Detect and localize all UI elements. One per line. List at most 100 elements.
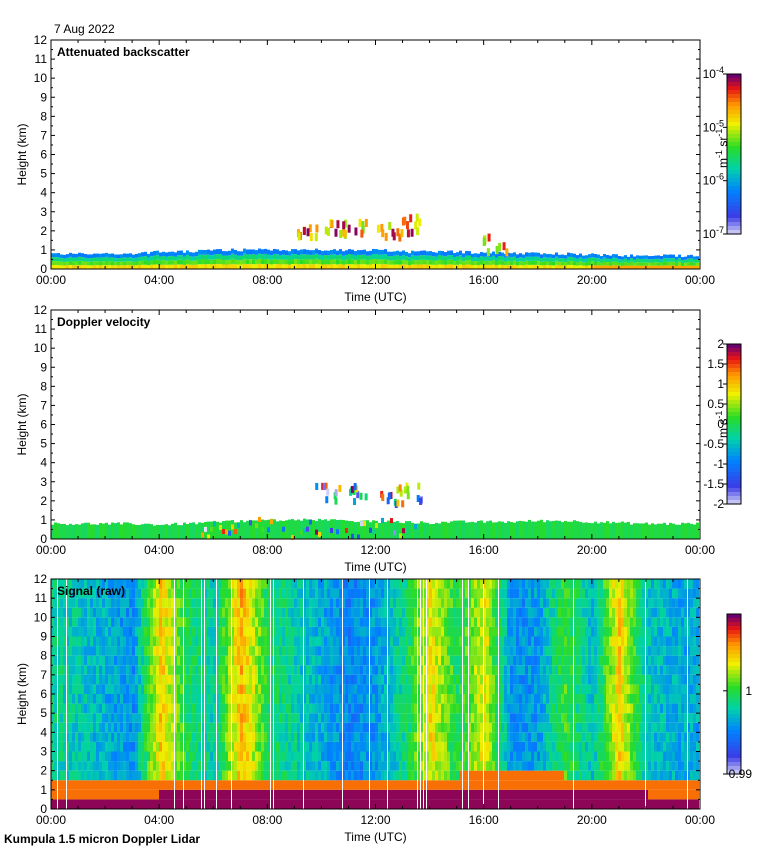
heatmap-cell	[354, 732, 357, 742]
heatmap-cell	[318, 518, 321, 539]
heatmap-cell	[57, 655, 60, 666]
heatmap-cell	[120, 694, 123, 704]
heatmap-cell	[372, 761, 375, 771]
heatmap-cell	[387, 646, 390, 656]
heatmap-cell	[636, 255, 639, 259]
heatmap-cell	[129, 265, 132, 269]
heatmap-cell	[213, 520, 216, 539]
heatmap-cell	[300, 713, 303, 723]
heatmap-cell	[291, 626, 294, 637]
heatmap-cell	[426, 799, 429, 809]
heatmap-cell	[105, 674, 108, 685]
heatmap-cell	[201, 264, 204, 269]
heatmap-cell	[417, 598, 420, 608]
heatmap-cell	[309, 520, 312, 539]
heatmap-cell	[312, 770, 315, 781]
heatmap-cell	[459, 255, 462, 260]
heatmap-cell	[270, 751, 273, 762]
heatmap-cell	[96, 780, 99, 790]
heatmap-cell	[57, 713, 60, 723]
heatmap-cell	[138, 741, 141, 752]
heatmap-cell	[522, 254, 525, 259]
heatmap-cell	[189, 256, 192, 261]
heatmap-cell	[336, 655, 339, 666]
heatmap-cell	[333, 646, 336, 656]
heatmap-cell	[129, 598, 132, 608]
heatmap-cell	[138, 257, 141, 262]
heatmap-cell	[123, 636, 126, 647]
heatmap-cell	[267, 780, 270, 790]
heatmap-cell	[210, 636, 213, 647]
heatmap-cell	[312, 789, 315, 800]
heatmap-cell	[237, 607, 240, 618]
heatmap-cell	[123, 522, 126, 539]
heatmap-cell	[453, 674, 456, 685]
heatmap-cell	[96, 617, 99, 627]
heatmap-cell	[279, 732, 282, 742]
heatmap-cell	[54, 780, 57, 790]
heatmap-cell	[273, 713, 276, 723]
heatmap-cell	[360, 741, 363, 752]
heatmap-cell	[342, 722, 345, 733]
heatmap-cell	[600, 256, 603, 260]
heatmap-cell	[138, 713, 141, 723]
heatmap-cell	[309, 713, 312, 723]
heatmap-cell	[87, 598, 90, 608]
heatmap-cell	[636, 265, 639, 269]
heatmap-cell	[576, 262, 579, 266]
heatmap-cell	[438, 789, 441, 800]
heatmap-cell	[597, 523, 600, 539]
heatmap-cell	[318, 665, 321, 675]
heatmap-cell	[585, 522, 588, 539]
heatmap-cell	[432, 524, 435, 539]
heatmap-cell	[75, 524, 78, 539]
heatmap-cell	[459, 761, 462, 771]
heatmap-cell	[429, 665, 432, 675]
heatmap-cell	[234, 799, 237, 809]
heatmap-cell	[207, 617, 210, 627]
heatmap-cell	[261, 636, 264, 647]
heatmap-cell	[225, 617, 228, 627]
heatmap-cell	[249, 732, 252, 742]
heatmap-cell	[360, 665, 363, 675]
heatmap-cell	[297, 789, 300, 800]
heatmap-cell	[198, 713, 201, 723]
heatmap-cell	[324, 588, 327, 599]
heatmap-cell	[90, 789, 93, 800]
heatmap-cell	[360, 713, 363, 723]
heatmap-cell	[165, 674, 168, 685]
heatmap-cell	[138, 655, 141, 666]
heatmap-cell	[219, 646, 222, 656]
heatmap-cell	[264, 598, 267, 608]
heatmap-cell	[96, 665, 99, 675]
heatmap-cell	[171, 598, 174, 608]
heatmap-cell	[78, 703, 81, 714]
heatmap-cell	[183, 665, 186, 675]
heatmap-cell	[312, 598, 315, 608]
heatmap-cell	[291, 588, 294, 599]
heatmap-cell	[198, 249, 201, 255]
cloud-pixel	[406, 229, 410, 238]
heatmap-cell	[279, 770, 282, 781]
heatmap-cell	[621, 256, 624, 260]
heatmap-cell	[468, 617, 471, 627]
heatmap-cell	[222, 703, 225, 714]
heatmap-cell	[363, 694, 366, 704]
heatmap-cell	[348, 684, 351, 694]
heatmap-cell	[354, 626, 357, 637]
heatmap-cell	[381, 799, 384, 809]
heatmap-cell	[168, 770, 171, 781]
heatmap-cell	[147, 253, 150, 258]
heatmap-cell	[129, 253, 132, 258]
heatmap-cell	[120, 617, 123, 627]
heatmap-cell	[312, 674, 315, 685]
turbulence-pixel	[228, 530, 231, 536]
heatmap-cell	[366, 741, 369, 752]
heatmap-cell	[183, 256, 186, 261]
heatmap-cell	[159, 789, 162, 800]
heatmap-cell	[333, 617, 336, 627]
heatmap-cell	[282, 655, 285, 666]
heatmap-cell	[129, 261, 132, 266]
heatmap-cell	[441, 741, 444, 752]
heatmap-cell	[120, 751, 123, 762]
